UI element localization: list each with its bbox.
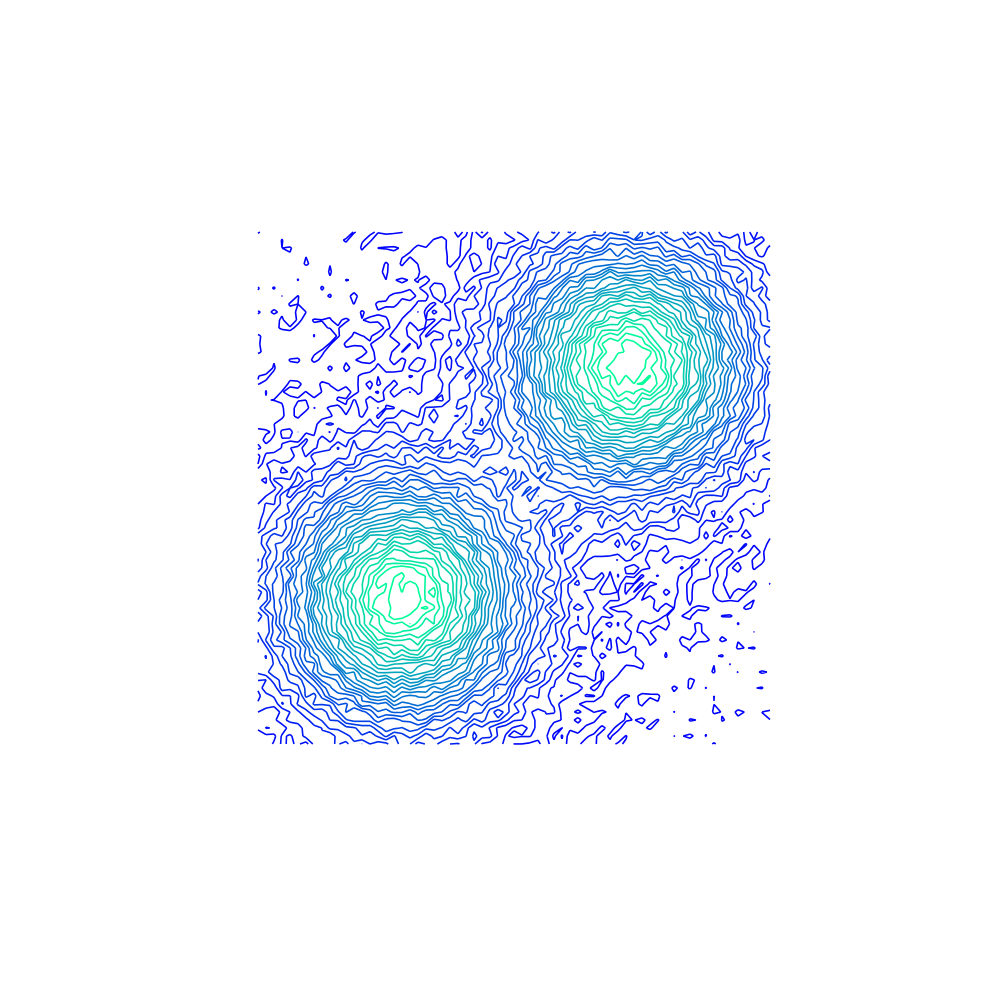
contour-level-27 [358,317,676,646]
contour-level-30 [371,332,659,628]
contour-level-24 [342,302,689,660]
contour-level-9 [278,237,756,726]
contour-level-16 [309,270,725,694]
contour-level-31 [387,338,653,625]
plot-area [257,231,771,745]
contour-level-1 [257,231,771,745]
contour-level-29 [367,325,668,635]
contour-level-2 [257,231,771,745]
contour-level-12 [292,254,742,711]
contour-level-6 [257,231,771,745]
contour-level-14 [303,264,734,703]
contour-level-22 [333,293,700,667]
contour-level-15 [307,268,730,699]
contour-level-20 [325,286,709,677]
contour-level-18 [316,278,715,685]
contour-level-21 [328,291,702,674]
contour-level-0 [257,231,771,745]
contour-level-11 [287,247,747,716]
contour-level-25 [345,307,686,656]
contour-level-7 [263,231,769,739]
contour-level-8 [271,231,764,733]
contour-level-17 [312,275,720,689]
contour-level-19 [320,283,712,681]
contour-level-23 [337,298,693,663]
contour-level-3 [257,231,771,745]
contour-level-28 [362,319,670,639]
contour-level-4 [257,231,771,745]
contour-level-5 [257,231,771,745]
contour-level-10 [283,242,752,722]
contour-level-13 [295,259,738,707]
contour-level-26 [350,311,683,652]
